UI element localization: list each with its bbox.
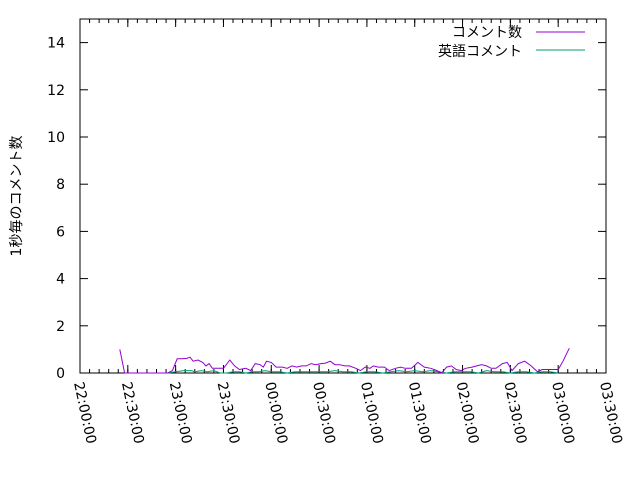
y-tick-label: 0: [56, 366, 65, 382]
legend-label-1: 英語コメント: [438, 43, 522, 60]
y-tick-label: 10: [47, 130, 65, 146]
x-tick-label: 03:00:00: [548, 381, 577, 446]
x-tick-label: 03:30:00: [596, 381, 625, 446]
x-tick-label: 23:30:00: [214, 381, 243, 446]
axis-ticks: 22:00:00 22:30:00 23:00:00 23:30:00 00:00:00…: [47, 19, 625, 445]
series-group: [119, 347, 570, 374]
series-line-0: [119, 347, 570, 374]
y-tick-label: 4: [56, 272, 65, 288]
y-tick-label: 14: [47, 36, 65, 52]
plot-frame: [79, 18, 607, 374]
y-tick-label: 8: [56, 177, 65, 193]
x-tick-label: 02:30:00: [500, 381, 529, 446]
x-tick-label: 00:30:00: [309, 381, 338, 446]
x-tick-label: 01:30:00: [405, 381, 434, 446]
y-tick-label: 6: [56, 224, 65, 240]
y-tick-label: 12: [47, 83, 65, 99]
x-tick-label: 01:00:00: [357, 381, 386, 446]
x-tick-label: 00:00:00: [261, 381, 290, 446]
x-tick-label: 23:00:00: [166, 381, 195, 446]
x-tick-label: 02:00:00: [453, 381, 482, 446]
y-tick-label: 2: [56, 319, 65, 335]
x-tick-label: 22:30:00: [118, 381, 147, 446]
y-axis-label: 1秒毎のコメント数: [9, 136, 25, 257]
series-line-1: [167, 370, 559, 374]
x-tick-label: 22:00:00: [70, 381, 99, 446]
legend-label-0: コメント数: [452, 25, 522, 41]
legend: コメント数 英語コメント: [438, 25, 585, 60]
